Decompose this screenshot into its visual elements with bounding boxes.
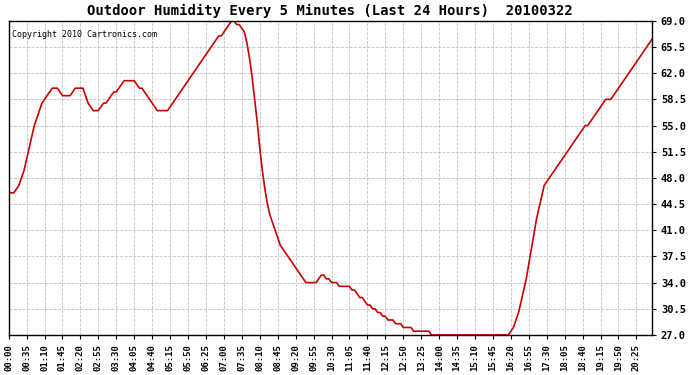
Text: Copyright 2010 Cartronics.com: Copyright 2010 Cartronics.com [12,30,157,39]
Title: Outdoor Humidity Every 5 Minutes (Last 24 Hours)  20100322: Outdoor Humidity Every 5 Minutes (Last 2… [88,4,573,18]
